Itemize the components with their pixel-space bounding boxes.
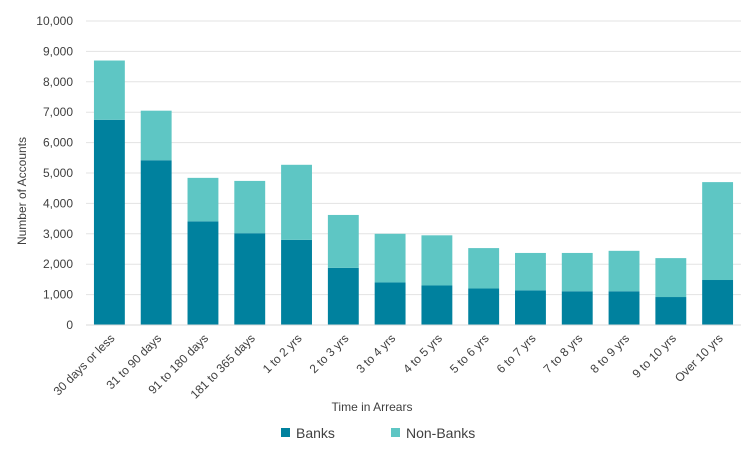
legend-swatch-banks xyxy=(281,428,290,437)
x-tick-label: 30 days or less xyxy=(51,331,118,398)
y-tick-label: 4,000 xyxy=(43,196,73,210)
bar-non-banks xyxy=(281,164,312,240)
bar-banks xyxy=(140,160,172,325)
bar-banks xyxy=(281,239,312,325)
bar-non-banks xyxy=(234,180,266,234)
bar-banks xyxy=(468,288,500,325)
bar-banks xyxy=(327,267,359,325)
y-tick-label: 6,000 xyxy=(43,136,73,150)
bar-banks xyxy=(608,291,640,325)
bar-banks xyxy=(515,290,546,325)
y-tick-label: 8,000 xyxy=(43,75,73,89)
bar-banks xyxy=(655,297,687,325)
y-tick-label: 5,000 xyxy=(43,166,73,180)
bar-non-banks xyxy=(93,60,125,120)
bar-banks xyxy=(374,282,406,325)
bar-banks xyxy=(702,280,734,325)
bar-non-banks xyxy=(421,235,453,286)
bar-non-banks xyxy=(187,177,219,222)
x-tick-label: 9 to 10 yrs xyxy=(629,331,679,381)
gridlines xyxy=(86,20,741,296)
x-tick-label: 2 to 3 yrs xyxy=(307,331,352,376)
y-tick-label: 7,000 xyxy=(43,105,73,119)
y-axis-title: Number of Accounts xyxy=(15,137,29,245)
legend-label-non-banks: Non-Banks xyxy=(406,425,475,441)
y-tick-label: 2,000 xyxy=(43,257,73,271)
bar-non-banks xyxy=(561,252,593,292)
bar-non-banks xyxy=(140,110,172,161)
y-axis-ticks: 0 1,000 2,000 3,000 4,000 5,000 6,000 7,000 8,00… xyxy=(36,14,73,332)
bar-non-banks xyxy=(515,252,546,291)
y-tick-label: 9,000 xyxy=(43,44,73,58)
legend-label-banks: Banks xyxy=(296,425,335,441)
x-tick-label: 7 to 8 yrs xyxy=(541,331,586,376)
bar-non-banks xyxy=(655,258,687,298)
x-axis-title: Time in Arrears xyxy=(332,400,413,414)
legend: Banks Non-Banks xyxy=(281,425,475,441)
x-tick-label: 5 to 6 yrs xyxy=(447,331,492,376)
x-tick-label: 6 to 7 yrs xyxy=(494,331,539,376)
bar-non-banks xyxy=(468,248,500,289)
bar-non-banks xyxy=(608,250,640,292)
bar-banks xyxy=(234,233,266,325)
x-tick-label: 8 to 9 yrs xyxy=(587,331,632,376)
y-tick-label: 0 xyxy=(66,318,73,332)
x-tick-label: 1 to 2 yrs xyxy=(260,331,305,376)
x-tick-label: Over 10 yrs xyxy=(672,331,726,385)
y-tick-label: 1,000 xyxy=(43,288,73,302)
y-tick-label: 10,000 xyxy=(36,14,73,28)
bar-banks xyxy=(421,285,453,325)
bar-non-banks xyxy=(327,214,359,268)
bar-non-banks xyxy=(702,182,734,281)
y-tick-label: 3,000 xyxy=(43,227,73,241)
bar-non-banks xyxy=(374,233,406,283)
bar-banks xyxy=(187,221,219,325)
x-tick-label: 4 to 5 yrs xyxy=(400,331,445,376)
bars xyxy=(93,60,734,325)
x-tick-label: 3 to 4 yrs xyxy=(353,331,398,376)
bar-banks xyxy=(561,291,593,325)
bar-banks xyxy=(93,119,125,325)
legend-swatch-non-banks xyxy=(391,428,400,437)
